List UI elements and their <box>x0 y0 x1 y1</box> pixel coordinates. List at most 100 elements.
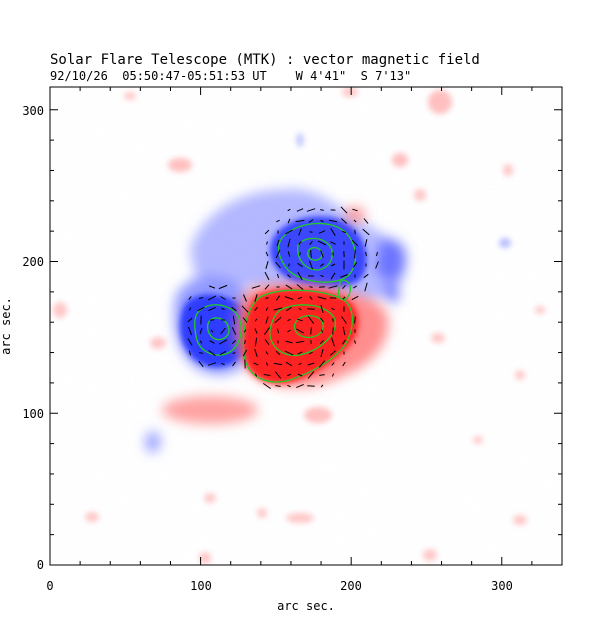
field-vector <box>284 296 294 300</box>
field-vector <box>364 282 368 292</box>
field-vector <box>364 239 368 247</box>
field-vector <box>275 385 281 387</box>
field-vector <box>285 229 293 235</box>
field-vector <box>207 295 217 301</box>
field-vector <box>319 374 325 376</box>
field-vector <box>275 295 281 301</box>
field-vector <box>320 304 324 314</box>
field-vector <box>219 350 227 356</box>
field-vector <box>376 251 378 257</box>
field-vector <box>328 219 338 223</box>
field-vector <box>273 362 283 366</box>
field-vector <box>276 273 280 279</box>
field-vector <box>319 286 325 288</box>
field-vector <box>340 218 348 224</box>
field-vector <box>232 315 236 325</box>
field-vector <box>265 316 269 324</box>
field-vector <box>308 219 314 223</box>
field-vector <box>198 352 204 354</box>
field-vector <box>241 305 249 313</box>
field-vector <box>297 351 303 355</box>
plot-subtitle: 92/10/26 05:50:47-05:51:53 UT W 4'41" S … <box>50 69 412 83</box>
field-vector <box>341 316 347 324</box>
field-vector <box>254 348 258 358</box>
field-vector <box>363 273 369 279</box>
field-vector <box>254 328 258 334</box>
field-vector <box>354 249 356 259</box>
field-vector <box>342 339 346 345</box>
field-vector <box>188 296 192 300</box>
field-vector <box>307 385 315 387</box>
field-vector <box>307 371 315 379</box>
field-vector <box>353 219 357 223</box>
field-vector <box>208 285 216 289</box>
field-vector <box>341 230 347 234</box>
field-vector <box>265 306 269 312</box>
field-vector <box>362 228 370 236</box>
field-vector <box>330 263 336 267</box>
field-vector <box>242 317 248 323</box>
x-axis-label: arc sec. <box>277 599 335 613</box>
field-vector <box>309 240 313 246</box>
field-vector <box>287 238 291 248</box>
field-vector <box>264 229 270 235</box>
field-vector <box>275 249 281 259</box>
field-vector <box>273 307 283 311</box>
field-vector <box>243 294 247 302</box>
field-vector <box>287 218 291 224</box>
field-vector <box>363 218 369 224</box>
field-vector <box>285 361 293 367</box>
field-vector <box>231 327 237 335</box>
field-vector <box>298 362 302 366</box>
field-vector <box>244 340 246 344</box>
field-vector <box>263 327 271 335</box>
field-vector <box>231 306 237 312</box>
field-vector <box>319 263 325 267</box>
field-vector <box>218 284 228 290</box>
field-vector <box>198 297 204 299</box>
field-vector <box>310 327 312 335</box>
field-vector <box>297 271 303 281</box>
field-vector <box>276 239 280 247</box>
y-tick-label: 100 <box>22 407 44 421</box>
field-vector <box>287 384 291 388</box>
field-vector <box>287 329 291 333</box>
field-vector <box>296 208 304 212</box>
y-tick-label: 0 <box>37 558 44 572</box>
field-vector <box>207 362 217 366</box>
field-vector <box>254 307 258 311</box>
field-vector <box>365 251 367 257</box>
field-vector <box>317 240 327 246</box>
field-vector <box>276 328 280 334</box>
field-vector <box>318 230 326 234</box>
field-vector <box>218 339 228 345</box>
field-vector <box>342 326 346 336</box>
field-vector <box>310 250 312 258</box>
field-vector <box>210 329 214 333</box>
field-vector <box>331 307 335 311</box>
x-tick-label: 200 <box>340 579 362 593</box>
field-vector <box>288 263 290 267</box>
field-vector <box>298 241 302 245</box>
field-vector <box>187 338 193 346</box>
field-vector <box>295 340 305 344</box>
field-vector <box>319 339 325 345</box>
field-vector <box>352 262 358 268</box>
field-vector <box>330 241 336 245</box>
field-vector <box>352 208 358 212</box>
field-vector <box>253 362 259 366</box>
field-vector <box>375 261 379 269</box>
field-vector <box>287 274 291 278</box>
field-vector <box>320 250 324 258</box>
field-vector <box>309 296 313 300</box>
field-vector <box>331 337 335 347</box>
field-vector <box>285 284 293 290</box>
field-vector <box>254 294 258 302</box>
field-vector <box>264 271 270 281</box>
field-vector <box>330 228 336 236</box>
field-vector <box>208 306 216 312</box>
field-vector <box>332 327 334 335</box>
field-vector <box>320 384 324 388</box>
field-vector <box>297 373 303 377</box>
